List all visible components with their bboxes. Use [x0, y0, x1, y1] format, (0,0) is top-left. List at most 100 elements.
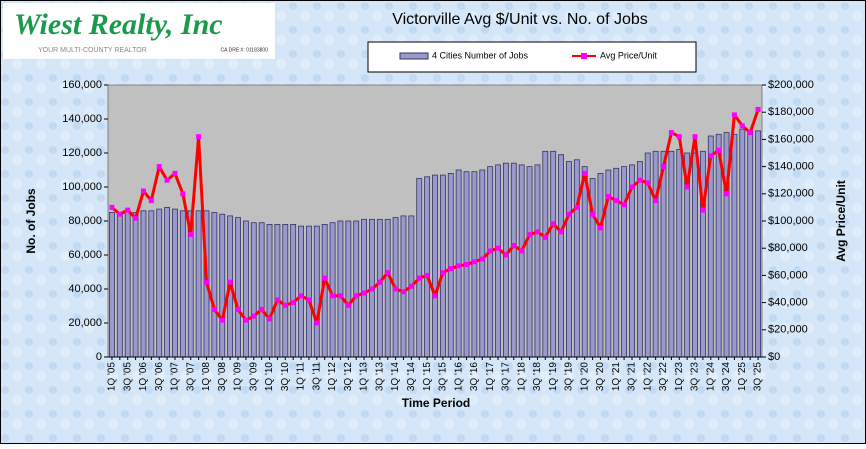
bar: [116, 213, 123, 358]
bar: [432, 174, 438, 358]
x-tick-label: 3Q '10: [280, 362, 291, 392]
bar: [313, 225, 320, 358]
price-marker: [133, 215, 139, 221]
price-marker: [203, 279, 209, 285]
x-tick-label: 1Q '07: [170, 362, 181, 392]
price-marker: [534, 229, 540, 235]
price-marker: [172, 170, 178, 176]
y-tick-label: 60,000: [68, 249, 102, 261]
price-marker: [464, 262, 470, 268]
price-marker: [590, 211, 596, 217]
bar: [424, 176, 431, 358]
price-marker: [503, 252, 509, 258]
x-tick-label: 3Q '24: [721, 362, 732, 392]
y2-tick-label: $120,000: [768, 188, 814, 200]
legend-label: Avg Price/Unit: [600, 50, 657, 60]
bar: [290, 223, 297, 358]
bar: [636, 161, 643, 358]
logo-license: CA DRE #: 01183800: [221, 47, 269, 53]
price-marker: [156, 164, 162, 170]
bar: [447, 172, 454, 358]
logo-box: [3, 3, 275, 59]
x-tick-label: 1Q '11: [296, 362, 307, 391]
bar: [258, 222, 265, 358]
x-tick-label: 1Q '25: [737, 362, 748, 392]
y2-tick-label: $180,000: [768, 106, 814, 118]
x-tick-label: 3Q '23: [690, 362, 701, 392]
x-tick-label: 1Q '12: [327, 362, 338, 392]
price-marker: [527, 232, 533, 238]
price-marker: [416, 275, 422, 281]
price-marker: [692, 134, 698, 140]
bar: [518, 164, 525, 358]
x-tick-label: 1Q '19: [548, 362, 559, 392]
price-marker: [164, 177, 170, 183]
y-tick-label: 140,000: [62, 113, 102, 125]
price-marker: [487, 248, 493, 254]
bar: [400, 215, 407, 358]
bar: [652, 150, 659, 358]
bar: [558, 154, 564, 358]
price-marker: [432, 293, 438, 299]
price-marker: [282, 302, 288, 308]
bar: [731, 133, 738, 358]
price-marker: [251, 313, 257, 319]
bar: [132, 212, 139, 358]
bar: [172, 208, 178, 358]
x-tick-label: 1Q '05: [107, 362, 118, 392]
y-tick-label: 120,000: [62, 147, 102, 159]
y2-axis-title: Avg Price/Unit: [834, 180, 848, 262]
bar: [581, 166, 588, 358]
price-marker: [306, 297, 312, 303]
price-marker: [345, 302, 351, 308]
y2-tick-label: $60,000: [768, 269, 808, 281]
x-tick-label: 3Q '13: [374, 362, 385, 392]
logo-tagline: YOUR MULTI-COUNTY REALTOR: [38, 47, 147, 54]
bar: [747, 130, 754, 358]
bar: [479, 169, 486, 358]
x-tick-label: 3Q '22: [658, 362, 669, 392]
price-marker: [440, 270, 446, 276]
x-tick-label: 3Q '21: [627, 362, 638, 392]
y2-tick-label: $100,000: [768, 215, 814, 227]
x-tick-label: 3Q '25: [753, 362, 764, 392]
price-marker: [747, 130, 753, 136]
y-tick-label: 20,000: [68, 317, 102, 329]
price-marker: [668, 130, 674, 136]
x-tick-label: 1Q '13: [359, 362, 370, 392]
price-marker: [235, 306, 241, 312]
bar: [361, 218, 368, 358]
price-marker: [621, 202, 627, 208]
bar: [337, 220, 344, 358]
logo-name: Wiest Realty, Inc: [14, 8, 223, 41]
bar: [250, 222, 257, 358]
price-marker: [109, 204, 115, 210]
x-tick-label: 3Q '12: [343, 362, 354, 392]
bar: [566, 161, 572, 358]
x-tick-label: 3Q '19: [564, 362, 575, 392]
price-marker: [148, 198, 154, 204]
bar: [502, 162, 509, 358]
price-marker: [542, 234, 548, 240]
bar: [274, 223, 281, 358]
x-tick-label: 3Q '20: [595, 362, 606, 392]
price-marker: [629, 184, 635, 190]
price-marker: [408, 283, 414, 289]
price-marker: [400, 289, 406, 295]
bar: [621, 166, 628, 358]
price-marker: [519, 248, 525, 254]
bar: [156, 208, 163, 358]
bar: [534, 164, 541, 358]
price-marker: [724, 191, 730, 197]
bar: [439, 174, 446, 358]
bar: [542, 150, 549, 358]
x-tick-label: 3Q '05: [122, 362, 133, 392]
y2-tick-label: $160,000: [768, 133, 814, 145]
bar: [124, 210, 131, 358]
price-marker: [511, 242, 517, 248]
legend-label: 4 Cities Number of Jobs: [432, 50, 529, 60]
price-marker: [125, 207, 131, 213]
bar: [195, 210, 202, 358]
x-tick-label: 3Q '07: [185, 362, 196, 392]
